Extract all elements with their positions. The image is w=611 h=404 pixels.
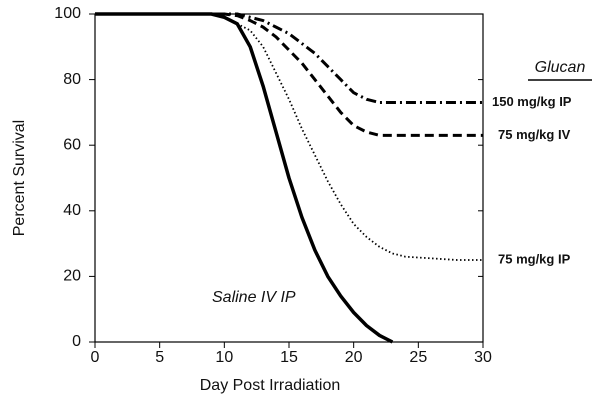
series-line <box>95 12 483 137</box>
series-label: 75 mg/kg IP <box>498 251 571 266</box>
y-tick-label: 80 <box>63 71 81 88</box>
series-line <box>95 12 394 344</box>
series-label: 75 mg/kg IV <box>498 127 571 142</box>
series-label: 150 mg/kg IP <box>492 94 572 109</box>
x-axis-label: Day Post Irradiation <box>200 377 341 394</box>
legend-title: Glucan <box>535 59 586 76</box>
x-tick-label: 10 <box>215 349 233 366</box>
series-line <box>95 13 483 261</box>
x-tick-label: 5 <box>155 349 164 366</box>
y-tick-label: 100 <box>54 5 81 22</box>
x-tick-label: 25 <box>409 349 427 366</box>
y-tick-label: 20 <box>63 268 81 285</box>
y-tick-label: 40 <box>63 202 81 219</box>
y-tick-label: 60 <box>63 136 81 153</box>
y-axis-label: Percent Survival <box>11 120 28 237</box>
series-label: Saline IV IP <box>212 289 296 306</box>
x-tick-label: 15 <box>280 349 298 366</box>
x-tick-label: 0 <box>91 349 100 366</box>
series-line <box>95 12 483 105</box>
x-tick-label: 20 <box>345 349 363 366</box>
y-tick-label: 0 <box>72 333 81 350</box>
x-tick-label: 30 <box>474 349 492 366</box>
